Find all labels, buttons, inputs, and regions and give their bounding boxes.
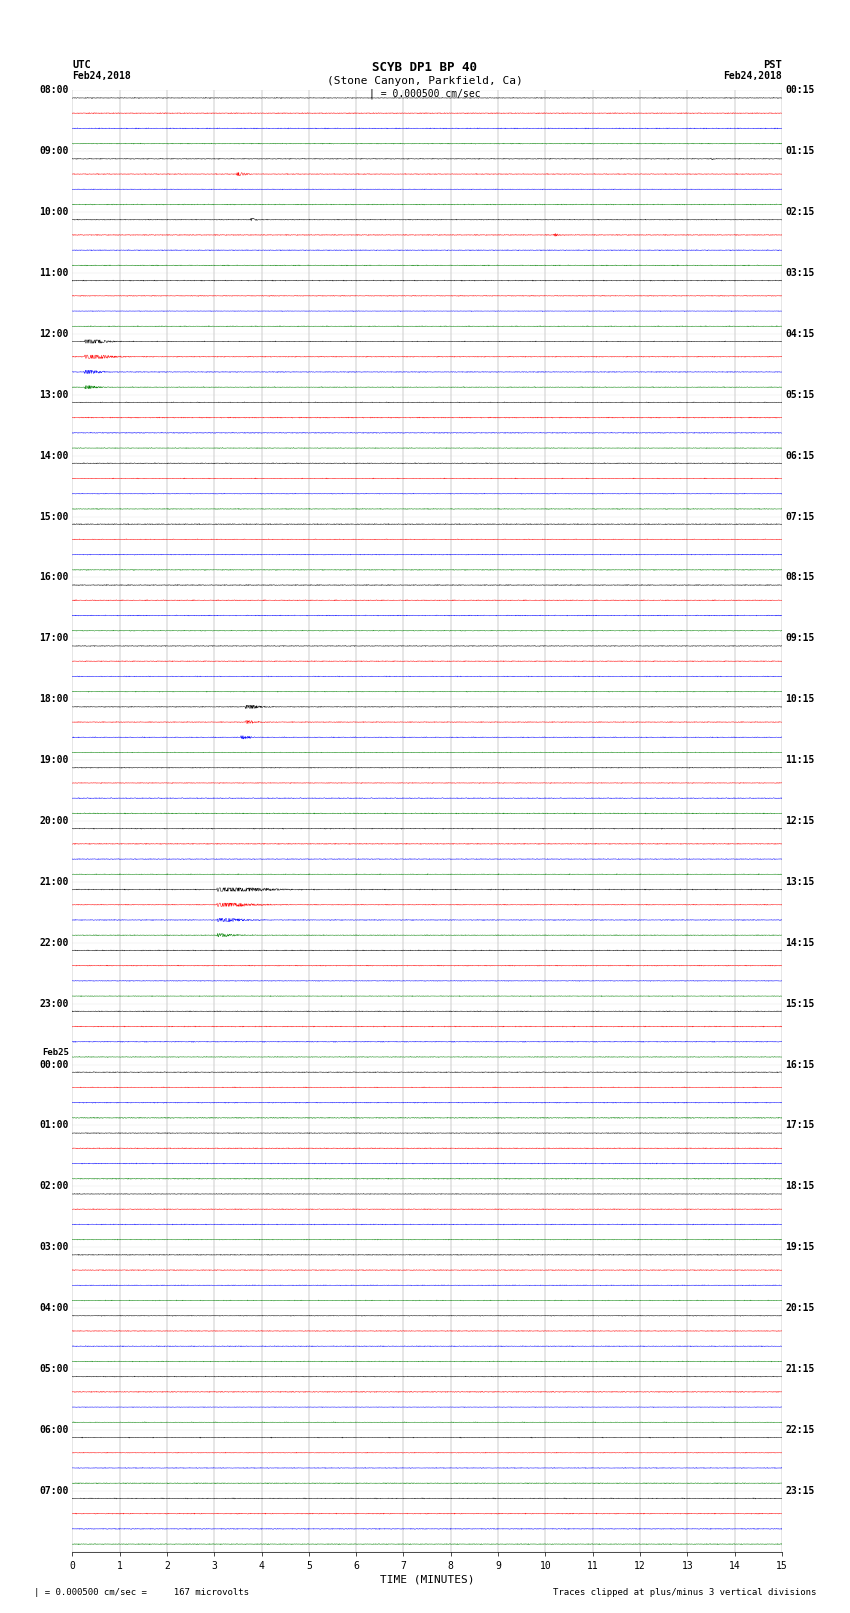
Text: 08:15: 08:15 [785,573,815,582]
Text: 11:15: 11:15 [785,755,815,765]
Text: 00:00: 00:00 [39,1060,69,1069]
Text: 06:15: 06:15 [785,450,815,461]
Text: 04:15: 04:15 [785,329,815,339]
Text: 22:15: 22:15 [785,1424,815,1436]
Text: 19:15: 19:15 [785,1242,815,1252]
Text: 18:15: 18:15 [785,1181,815,1192]
Text: 03:00: 03:00 [39,1242,69,1252]
Text: 15:15: 15:15 [785,998,815,1008]
Text: 05:00: 05:00 [39,1365,69,1374]
Text: 02:00: 02:00 [39,1181,69,1192]
Text: 23:00: 23:00 [39,998,69,1008]
Text: 21:15: 21:15 [785,1365,815,1374]
Text: 01:15: 01:15 [785,147,815,156]
Text: Feb24,2018: Feb24,2018 [72,71,131,81]
Text: 21:00: 21:00 [39,877,69,887]
Text: 12:15: 12:15 [785,816,815,826]
Text: 04:00: 04:00 [39,1303,69,1313]
Text: 14:15: 14:15 [785,937,815,948]
Text: 18:00: 18:00 [39,694,69,705]
Text: | = 0.000500 cm/sec: | = 0.000500 cm/sec [369,89,481,98]
Text: 09:00: 09:00 [39,147,69,156]
Text: 05:15: 05:15 [785,390,815,400]
Text: Feb25: Feb25 [42,1048,69,1057]
Text: 10:15: 10:15 [785,694,815,705]
Text: 23:15: 23:15 [785,1486,815,1495]
Text: Traces clipped at plus/minus 3 vertical divisions: Traces clipped at plus/minus 3 vertical … [552,1587,816,1597]
Text: 07:00: 07:00 [39,1486,69,1495]
Text: 20:15: 20:15 [785,1303,815,1313]
Text: 22:00: 22:00 [39,937,69,948]
Text: 08:00: 08:00 [39,85,69,95]
Text: 13:00: 13:00 [39,390,69,400]
Text: 09:15: 09:15 [785,634,815,644]
Text: 00:15: 00:15 [785,85,815,95]
Text: 03:15: 03:15 [785,268,815,277]
Text: (Stone Canyon, Parkfield, Ca): (Stone Canyon, Parkfield, Ca) [327,76,523,85]
Text: 16:00: 16:00 [39,573,69,582]
Text: 07:15: 07:15 [785,511,815,521]
Text: 13:15: 13:15 [785,877,815,887]
Text: 06:00: 06:00 [39,1424,69,1436]
Text: 12:00: 12:00 [39,329,69,339]
Text: 02:15: 02:15 [785,206,815,218]
Text: 10:00: 10:00 [39,206,69,218]
Text: 14:00: 14:00 [39,450,69,461]
Text: 01:00: 01:00 [39,1121,69,1131]
Text: 16:15: 16:15 [785,1060,815,1069]
Text: 15:00: 15:00 [39,511,69,521]
Text: PST: PST [763,60,782,69]
X-axis label: TIME (MINUTES): TIME (MINUTES) [380,1574,474,1586]
Text: Feb24,2018: Feb24,2018 [723,71,782,81]
Text: | = 0.000500 cm/sec =     167 microvolts: | = 0.000500 cm/sec = 167 microvolts [34,1587,249,1597]
Text: 19:00: 19:00 [39,755,69,765]
Text: 20:00: 20:00 [39,816,69,826]
Text: 17:00: 17:00 [39,634,69,644]
Text: UTC: UTC [72,60,91,69]
Text: 11:00: 11:00 [39,268,69,277]
Text: SCYB DP1 BP 40: SCYB DP1 BP 40 [372,61,478,74]
Text: 17:15: 17:15 [785,1121,815,1131]
